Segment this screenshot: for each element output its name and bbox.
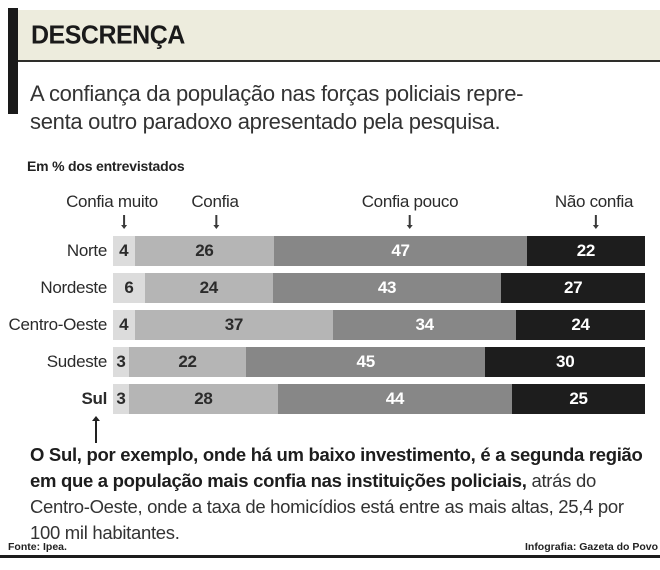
bar-segment: 22 xyxy=(526,236,645,266)
bar-segment: 47 xyxy=(274,236,527,266)
annotation-regular: atrás do Centro-Oeste, onde a taxa de ho… xyxy=(30,470,624,543)
legend-item: Não confia xyxy=(555,192,633,229)
legend-item: Confia xyxy=(191,192,239,229)
stacked-bar: 3 22 45 30 xyxy=(113,347,645,377)
chart-subtitle: A confiança da população nas forças poli… xyxy=(30,80,635,136)
bar-segment: 26 xyxy=(134,236,275,266)
infographic-credit: Infografia: Gazeta do Povo xyxy=(524,541,658,553)
annotation-text: O Sul, por exemplo, onde há um baixo inv… xyxy=(30,442,652,546)
bar-segment: 27 xyxy=(501,273,646,303)
region-label: Norte xyxy=(66,241,107,260)
bottom-rule xyxy=(0,555,660,558)
table-row: Sudeste 3 22 45 30 xyxy=(0,347,660,377)
left-accent-bar xyxy=(8,8,18,114)
unit-label: Em % dos entrevistados xyxy=(27,158,185,174)
chart-rows: Norte 4 26 47 22 Nordeste 6 24 43 27 Centro-Oeste 4… xyxy=(0,236,660,414)
legend-tick-icon xyxy=(192,215,239,229)
stacked-bar: 3 28 44 25 xyxy=(113,384,645,414)
stacked-bar-chart: Confia muito Confia Confia pouco Não confia… xyxy=(0,192,660,421)
bar-segment: 30 xyxy=(485,347,645,377)
bar-segment: 6 xyxy=(113,273,145,303)
bar-segment: 3 xyxy=(113,384,129,414)
header: DESCRENÇA xyxy=(18,10,660,62)
legend-tick-icon xyxy=(362,215,459,229)
region-label: Sudeste xyxy=(46,352,108,371)
chart-legend: Confia muito Confia Confia pouco Não confia xyxy=(0,192,660,236)
bar-segment: 3 xyxy=(113,347,129,377)
bar-segment: 24 xyxy=(516,310,645,340)
subtitle-line-2: senta outro paradoxo apresentado pela pe… xyxy=(30,109,501,134)
bar-segment: 43 xyxy=(272,273,502,303)
region-label: Sul xyxy=(81,389,107,408)
bar-segment: 4 xyxy=(113,310,135,340)
source-credit: Fonte: Ipea. xyxy=(8,541,67,553)
legend-label: Confia muito xyxy=(66,192,158,211)
legend-tick-icon xyxy=(557,215,635,229)
bar-segment: 34 xyxy=(333,310,517,340)
bar-segment: 45 xyxy=(246,347,486,377)
legend-item: Confia pouco xyxy=(362,192,459,229)
legend-item: Confia muito xyxy=(66,192,158,229)
subtitle-line-1: A confiança da população nas forças poli… xyxy=(30,81,524,106)
bar-segment: 22 xyxy=(128,347,246,377)
region-label: Centro-Oeste xyxy=(8,315,108,334)
table-row: Centro-Oeste 4 37 34 24 xyxy=(0,310,660,340)
bar-segment: 44 xyxy=(277,384,512,414)
stacked-bar: 4 37 34 24 xyxy=(113,310,645,340)
bar-segment: 25 xyxy=(511,384,645,414)
region-label: Nordeste xyxy=(40,278,107,297)
table-row: Nordeste 6 24 43 27 xyxy=(0,273,660,303)
connector-line xyxy=(95,421,97,443)
bar-segment: 24 xyxy=(144,273,273,303)
legend-label: Confia xyxy=(191,192,239,211)
bar-segment: 4 xyxy=(113,236,135,266)
arrow-up-icon xyxy=(92,416,100,421)
annotation-bold: O Sul, por exemplo, onde há um baixo inv… xyxy=(30,444,643,491)
legend-label: Confia pouco xyxy=(361,192,459,211)
legend-label: Não confia xyxy=(554,192,634,211)
sul-callout-arrow xyxy=(91,416,101,443)
bar-segment: 37 xyxy=(134,310,334,340)
stacked-bar: 4 26 47 22 xyxy=(113,236,645,266)
bar-segment: 28 xyxy=(128,384,278,414)
legend-tick-icon xyxy=(78,215,170,229)
page-title: DESCRENÇA xyxy=(31,19,185,50)
table-row: Sul 3 28 44 25 xyxy=(0,384,660,414)
stacked-bar: 6 24 43 27 xyxy=(113,273,646,303)
table-row: Norte 4 26 47 22 xyxy=(0,236,660,266)
